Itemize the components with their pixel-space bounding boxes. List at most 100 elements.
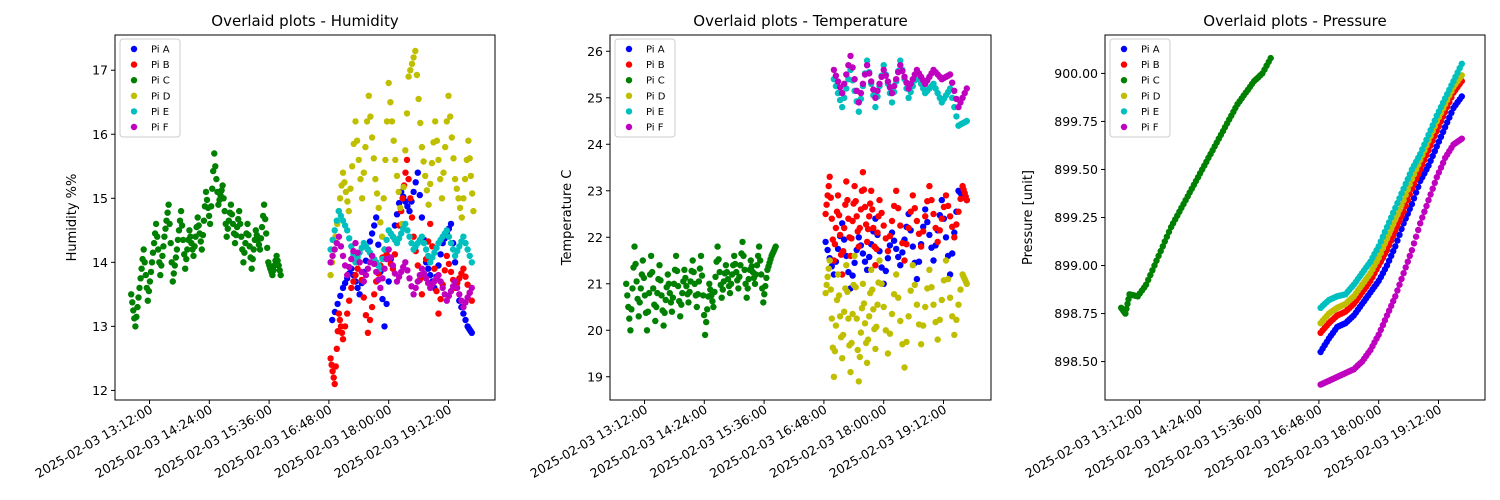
data-point: [1446, 114, 1453, 121]
data-point: [739, 238, 746, 246]
data-point: [758, 271, 765, 278]
data-point: [146, 278, 154, 285]
data-point: [710, 303, 717, 311]
data-point: [433, 244, 440, 252]
data-point: [1404, 258, 1412, 265]
data-point: [733, 268, 740, 276]
data-point: [454, 284, 461, 292]
data-point: [346, 235, 353, 242]
data-point: [628, 306, 635, 313]
data-point: [170, 270, 177, 277]
data-point: [367, 113, 374, 120]
series-pi-d: [327, 47, 477, 279]
data-point: [362, 312, 370, 319]
data-point: [1412, 233, 1420, 240]
data-point: [178, 222, 186, 229]
data-point: [1433, 174, 1441, 181]
data-point: [872, 94, 879, 102]
data-point: [841, 308, 848, 315]
data-point: [1157, 247, 1164, 255]
data-point: [380, 195, 387, 202]
data-point: [440, 169, 447, 176]
data-point: [623, 280, 630, 287]
data-point: [356, 259, 363, 266]
data-point: [1145, 276, 1152, 284]
data-point: [946, 294, 954, 301]
data-point: [332, 363, 339, 370]
data-point: [335, 207, 343, 215]
data-point: [399, 195, 406, 202]
data-point: [337, 243, 345, 250]
data-point: [1400, 185, 1407, 192]
data-point: [649, 268, 656, 276]
data-point: [456, 204, 464, 212]
data-point: [1402, 264, 1409, 271]
data-point: [913, 217, 921, 225]
data-point: [375, 241, 382, 248]
data-point: [650, 285, 657, 292]
data-point: [1435, 169, 1443, 176]
data-point: [826, 173, 833, 180]
data-point: [639, 257, 646, 264]
data-point: [926, 266, 933, 273]
data-point: [930, 301, 937, 308]
data-point: [1123, 305, 1130, 312]
data-point: [942, 192, 950, 199]
legend-entry: Pi D: [151, 91, 171, 102]
data-point: [220, 195, 227, 202]
data-point: [701, 331, 709, 339]
data-point: [928, 196, 935, 204]
data-point: [445, 292, 453, 300]
data-point: [905, 94, 912, 102]
data-point: [184, 246, 191, 253]
y-tick-label: 21: [587, 276, 603, 291]
y-tick-label: 899.75: [1054, 114, 1098, 129]
data-point: [757, 257, 764, 264]
data-point: [1124, 300, 1131, 308]
data-point: [445, 92, 452, 100]
data-point: [715, 256, 722, 263]
data-point: [410, 291, 417, 298]
data-point: [897, 317, 904, 325]
data-point: [195, 222, 202, 229]
data-point: [696, 265, 704, 272]
data-point: [141, 259, 148, 266]
data-point: [859, 250, 867, 257]
data-point: [1435, 138, 1443, 145]
data-point: [897, 262, 904, 269]
data-point: [901, 364, 908, 371]
data-point: [1149, 267, 1156, 274]
series-pi-f: [327, 233, 475, 311]
data-point: [368, 230, 376, 237]
y-tick-label: 12: [92, 383, 108, 398]
data-point: [857, 329, 865, 336]
data-point: [398, 268, 405, 276]
data-point: [735, 285, 742, 292]
data-point: [924, 218, 931, 226]
data-point: [341, 222, 349, 229]
data-point: [227, 201, 235, 208]
data-point: [404, 203, 411, 210]
data-point: [727, 280, 735, 287]
data-point: [1396, 195, 1403, 202]
data-point: [433, 137, 441, 144]
data-point: [379, 295, 386, 303]
data-point: [632, 260, 639, 268]
data-point: [1394, 199, 1401, 207]
data-point: [822, 289, 829, 297]
data-point: [470, 207, 477, 215]
data-point: [677, 313, 684, 320]
data-point: [763, 274, 770, 282]
data-point: [165, 201, 172, 208]
data-point: [884, 248, 892, 255]
data-point: [244, 220, 251, 228]
data-point: [354, 249, 361, 256]
data-point: [709, 298, 716, 305]
data-point: [223, 233, 230, 240]
data-point: [360, 278, 367, 285]
data-point: [181, 251, 188, 258]
legend-marker: [1120, 123, 1128, 131]
data-point: [878, 209, 885, 217]
data-point: [920, 223, 927, 230]
data-point: [839, 355, 846, 362]
